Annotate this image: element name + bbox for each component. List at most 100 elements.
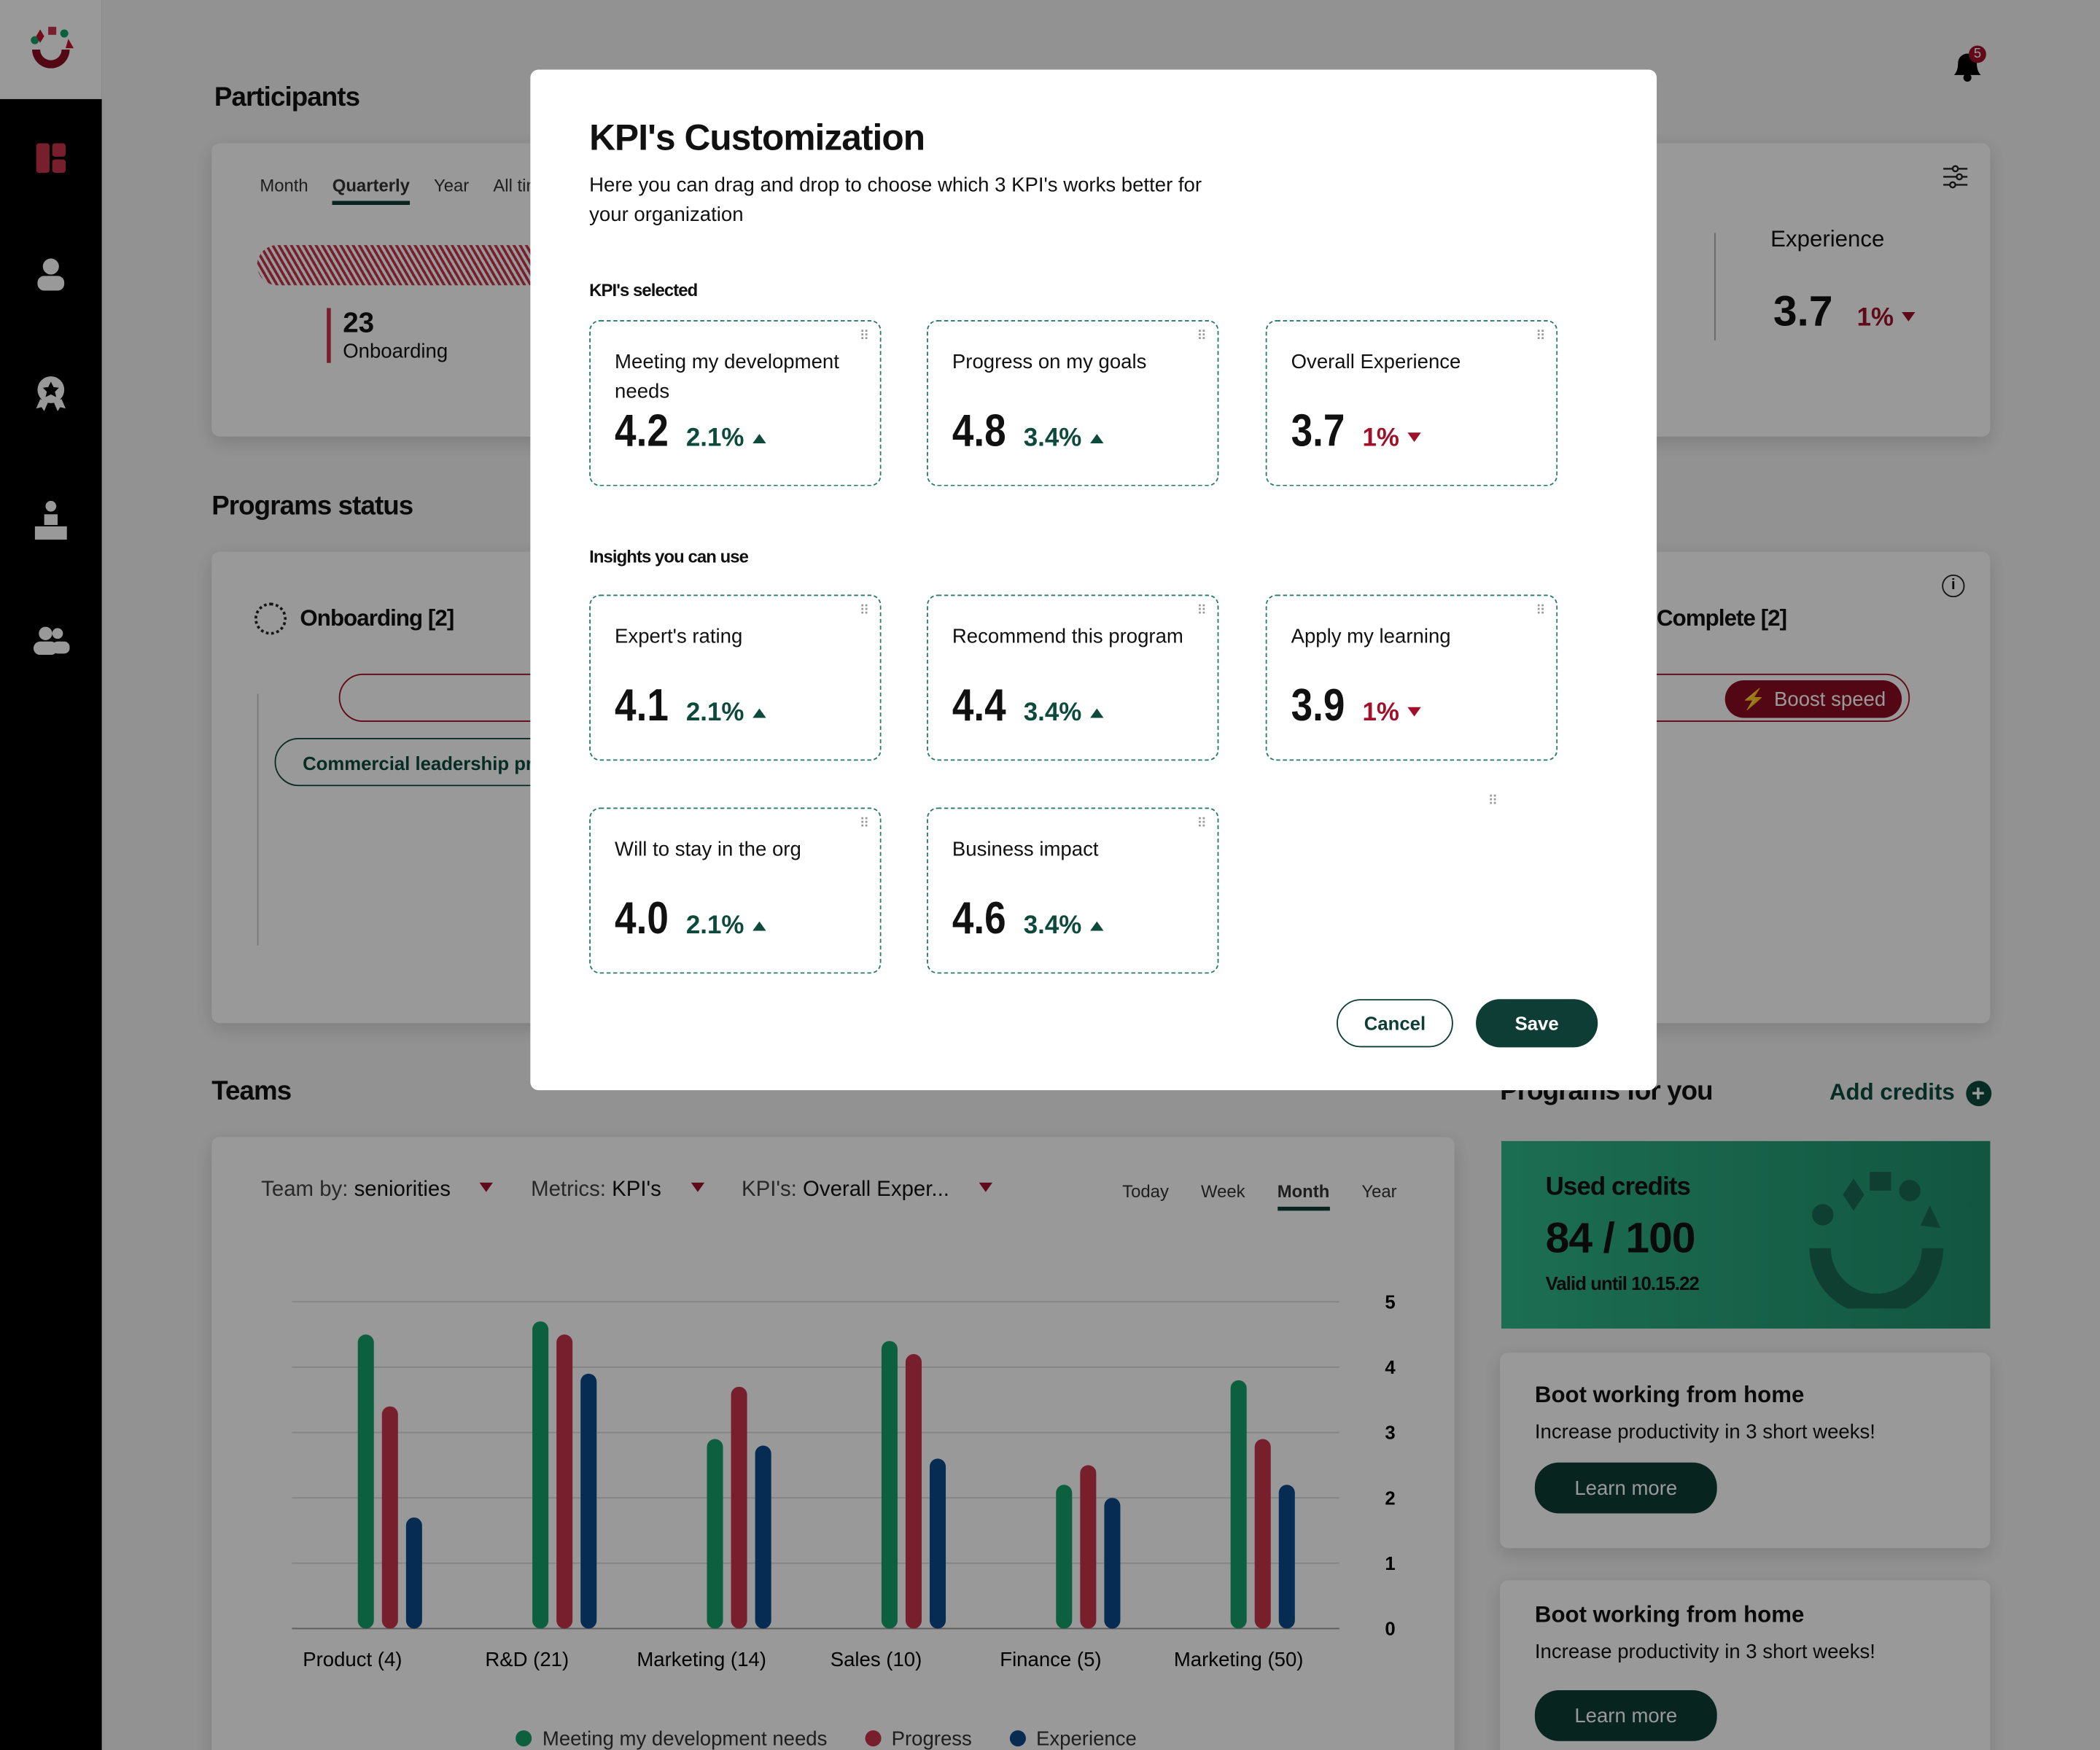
program-pill[interactable]: Commercial leadership pro <box>274 738 623 787</box>
bar <box>1254 1439 1271 1629</box>
tab-quarterly[interactable]: Quarterly <box>332 176 410 206</box>
kpis-dropdown[interactable]: KPI's: Overall Exper... <box>742 1178 992 1202</box>
insight-kpi-card[interactable]: ⠿ Recommend this program 4.4 3.4% <box>927 594 1219 761</box>
teams-bar-chart: 0 1 2 3 4 5 Product (4) R&D (21) Marketing (14) S… <box>292 1292 1396 1671</box>
drag-handle-icon[interactable]: ⠿ <box>859 817 870 832</box>
logo[interactable] <box>0 0 102 99</box>
bar <box>1104 1498 1121 1629</box>
modal-description: Here you can drag and drop to choose whi… <box>589 174 1202 227</box>
bar <box>381 1406 398 1629</box>
drag-handle-icon[interactable]: ⠿ <box>1488 794 1498 809</box>
arrow-up-icon <box>1089 708 1103 718</box>
period-week[interactable]: Week <box>1201 1181 1245 1202</box>
kpi-value: 4.6 <box>952 893 1006 944</box>
drag-handle-icon[interactable]: ⠿ <box>1536 329 1546 345</box>
kpi-change: 2.1% <box>685 911 744 941</box>
selected-heading: KPI's selected <box>589 279 698 300</box>
tab-month[interactable]: Month <box>260 175 308 196</box>
kpi-change: 1% <box>1362 424 1399 453</box>
chevron-down-icon <box>480 1182 494 1192</box>
info-icon[interactable]: i <box>1942 574 1965 598</box>
y-tick-label: 2 <box>1385 1488 1395 1509</box>
cancel-button[interactable]: Cancel <box>1337 999 1453 1048</box>
learn-more-button[interactable]: Learn more <box>1534 1462 1717 1514</box>
kpi-change: 1% <box>1856 303 1894 332</box>
modal-title: KPI's Customization <box>589 117 925 158</box>
metrics-dropdown[interactable]: Metrics: KPI's <box>531 1178 704 1202</box>
insight-kpi-card[interactable]: ⠿ Will to stay in the org 4.0 2.1% <box>589 807 882 974</box>
sidebar <box>0 0 102 1750</box>
y-tick-label: 5 <box>1385 1292 1395 1312</box>
bar <box>905 1354 922 1629</box>
arrow-up-icon <box>1089 434 1103 443</box>
bar <box>405 1517 422 1629</box>
legend-item: Progress <box>864 1727 972 1750</box>
kpi-value: 4.2 <box>615 405 669 457</box>
insight-kpi-card[interactable]: ⠿ Apply my learning 3.9 1% <box>1265 594 1558 761</box>
selected-kpi-card[interactable]: ⠿ Progress on my goals 4.8 3.4% <box>927 319 1219 486</box>
learn-more-button[interactable]: Learn more <box>1534 1689 1717 1741</box>
boost-speed-button[interactable]: ⚡ Boost speed <box>1724 680 1902 718</box>
bar <box>1056 1485 1073 1629</box>
bar <box>707 1439 723 1629</box>
drag-handle-icon[interactable]: ⠿ <box>859 604 870 619</box>
filter-settings-icon[interactable] <box>1942 165 1969 195</box>
x-tick-label: Product (4) <box>303 1648 402 1671</box>
period-today[interactable]: Today <box>1122 1181 1169 1202</box>
group-icon[interactable] <box>0 613 102 666</box>
kpi-change: 3.4% <box>1023 699 1082 728</box>
kpi-label: Progress on my goals <box>952 351 1147 374</box>
insights-heading: Insights you can use <box>589 546 749 567</box>
period-year[interactable]: Year <box>1361 1181 1397 1202</box>
kpi-value: 4.0 <box>615 893 669 944</box>
teams-card <box>211 1137 1455 1750</box>
credits-card: Used credits 84 / 100 Valid until 10.15.… <box>1501 1140 1991 1329</box>
arrow-down-icon <box>1407 707 1421 717</box>
lightning-icon: ⚡ <box>1741 688 1766 712</box>
insight-kpi-card[interactable]: ⠿ Expert's rating 4.1 2.1% <box>589 594 882 761</box>
period-month[interactable]: Month <box>1277 1181 1330 1211</box>
presenter-icon[interactable] <box>0 493 102 546</box>
bar <box>1278 1485 1295 1629</box>
arrow-up-icon <box>752 708 766 718</box>
bar <box>881 1341 898 1629</box>
drag-handle-icon[interactable]: ⠿ <box>1197 329 1207 345</box>
bar <box>580 1373 597 1629</box>
x-tick-label: Sales (10) <box>831 1648 922 1671</box>
kpi-change: 2.1% <box>685 424 744 453</box>
bar <box>731 1386 747 1629</box>
legend-item: Experience <box>1009 1727 1137 1750</box>
arrow-up-icon <box>752 434 766 443</box>
team-by-dropdown[interactable]: Team by: seniorities <box>261 1178 494 1202</box>
kpi-value: 3.7 <box>1773 287 1833 335</box>
kpi-value: 3.7 <box>1291 405 1345 457</box>
chevron-down-icon <box>979 1182 992 1192</box>
user-icon[interactable] <box>0 248 102 301</box>
insight-kpi-card[interactable]: ⠿ Business impact 4.6 3.4% <box>927 807 1219 974</box>
add-credits-button[interactable]: Add credits + <box>1829 1079 1991 1106</box>
drag-handle-icon[interactable]: ⠿ <box>1197 604 1207 619</box>
drag-handle-icon[interactable]: ⠿ <box>1197 817 1207 832</box>
x-tick-label: Marketing (14) <box>637 1648 766 1671</box>
kpi-label: Apply my learning <box>1291 625 1451 648</box>
bar <box>1230 1380 1247 1629</box>
kpi-label: Recommend this program <box>952 625 1183 648</box>
tab-year[interactable]: Year <box>434 175 470 196</box>
drag-handle-icon[interactable]: ⠿ <box>859 329 870 345</box>
kpi-label: Expert's rating <box>615 625 743 648</box>
participants-stat-value: 23 <box>343 308 375 339</box>
x-tick-label: Marketing (50) <box>1174 1648 1304 1671</box>
selected-kpi-card[interactable]: ⠿ Meeting my development needs 4.2 2.1% <box>589 319 882 486</box>
kpi-change: 3.4% <box>1023 911 1082 941</box>
dashboard-icon[interactable] <box>0 131 102 184</box>
kpi-value: 4.4 <box>952 680 1006 731</box>
drag-handle-icon[interactable]: ⠿ <box>1536 604 1546 619</box>
award-icon[interactable] <box>0 367 102 420</box>
teams-title: Teams <box>211 1076 292 1107</box>
save-button[interactable]: Save <box>1476 999 1598 1048</box>
bar <box>532 1321 549 1629</box>
kpi-label: Experience <box>1770 226 1885 252</box>
selected-kpi-card[interactable]: ⠿ Overall Experience 3.7 1% <box>1265 319 1558 486</box>
notifications-button[interactable]: 5 <box>1950 45 1987 90</box>
kpi-label: Overall Experience <box>1291 351 1461 374</box>
